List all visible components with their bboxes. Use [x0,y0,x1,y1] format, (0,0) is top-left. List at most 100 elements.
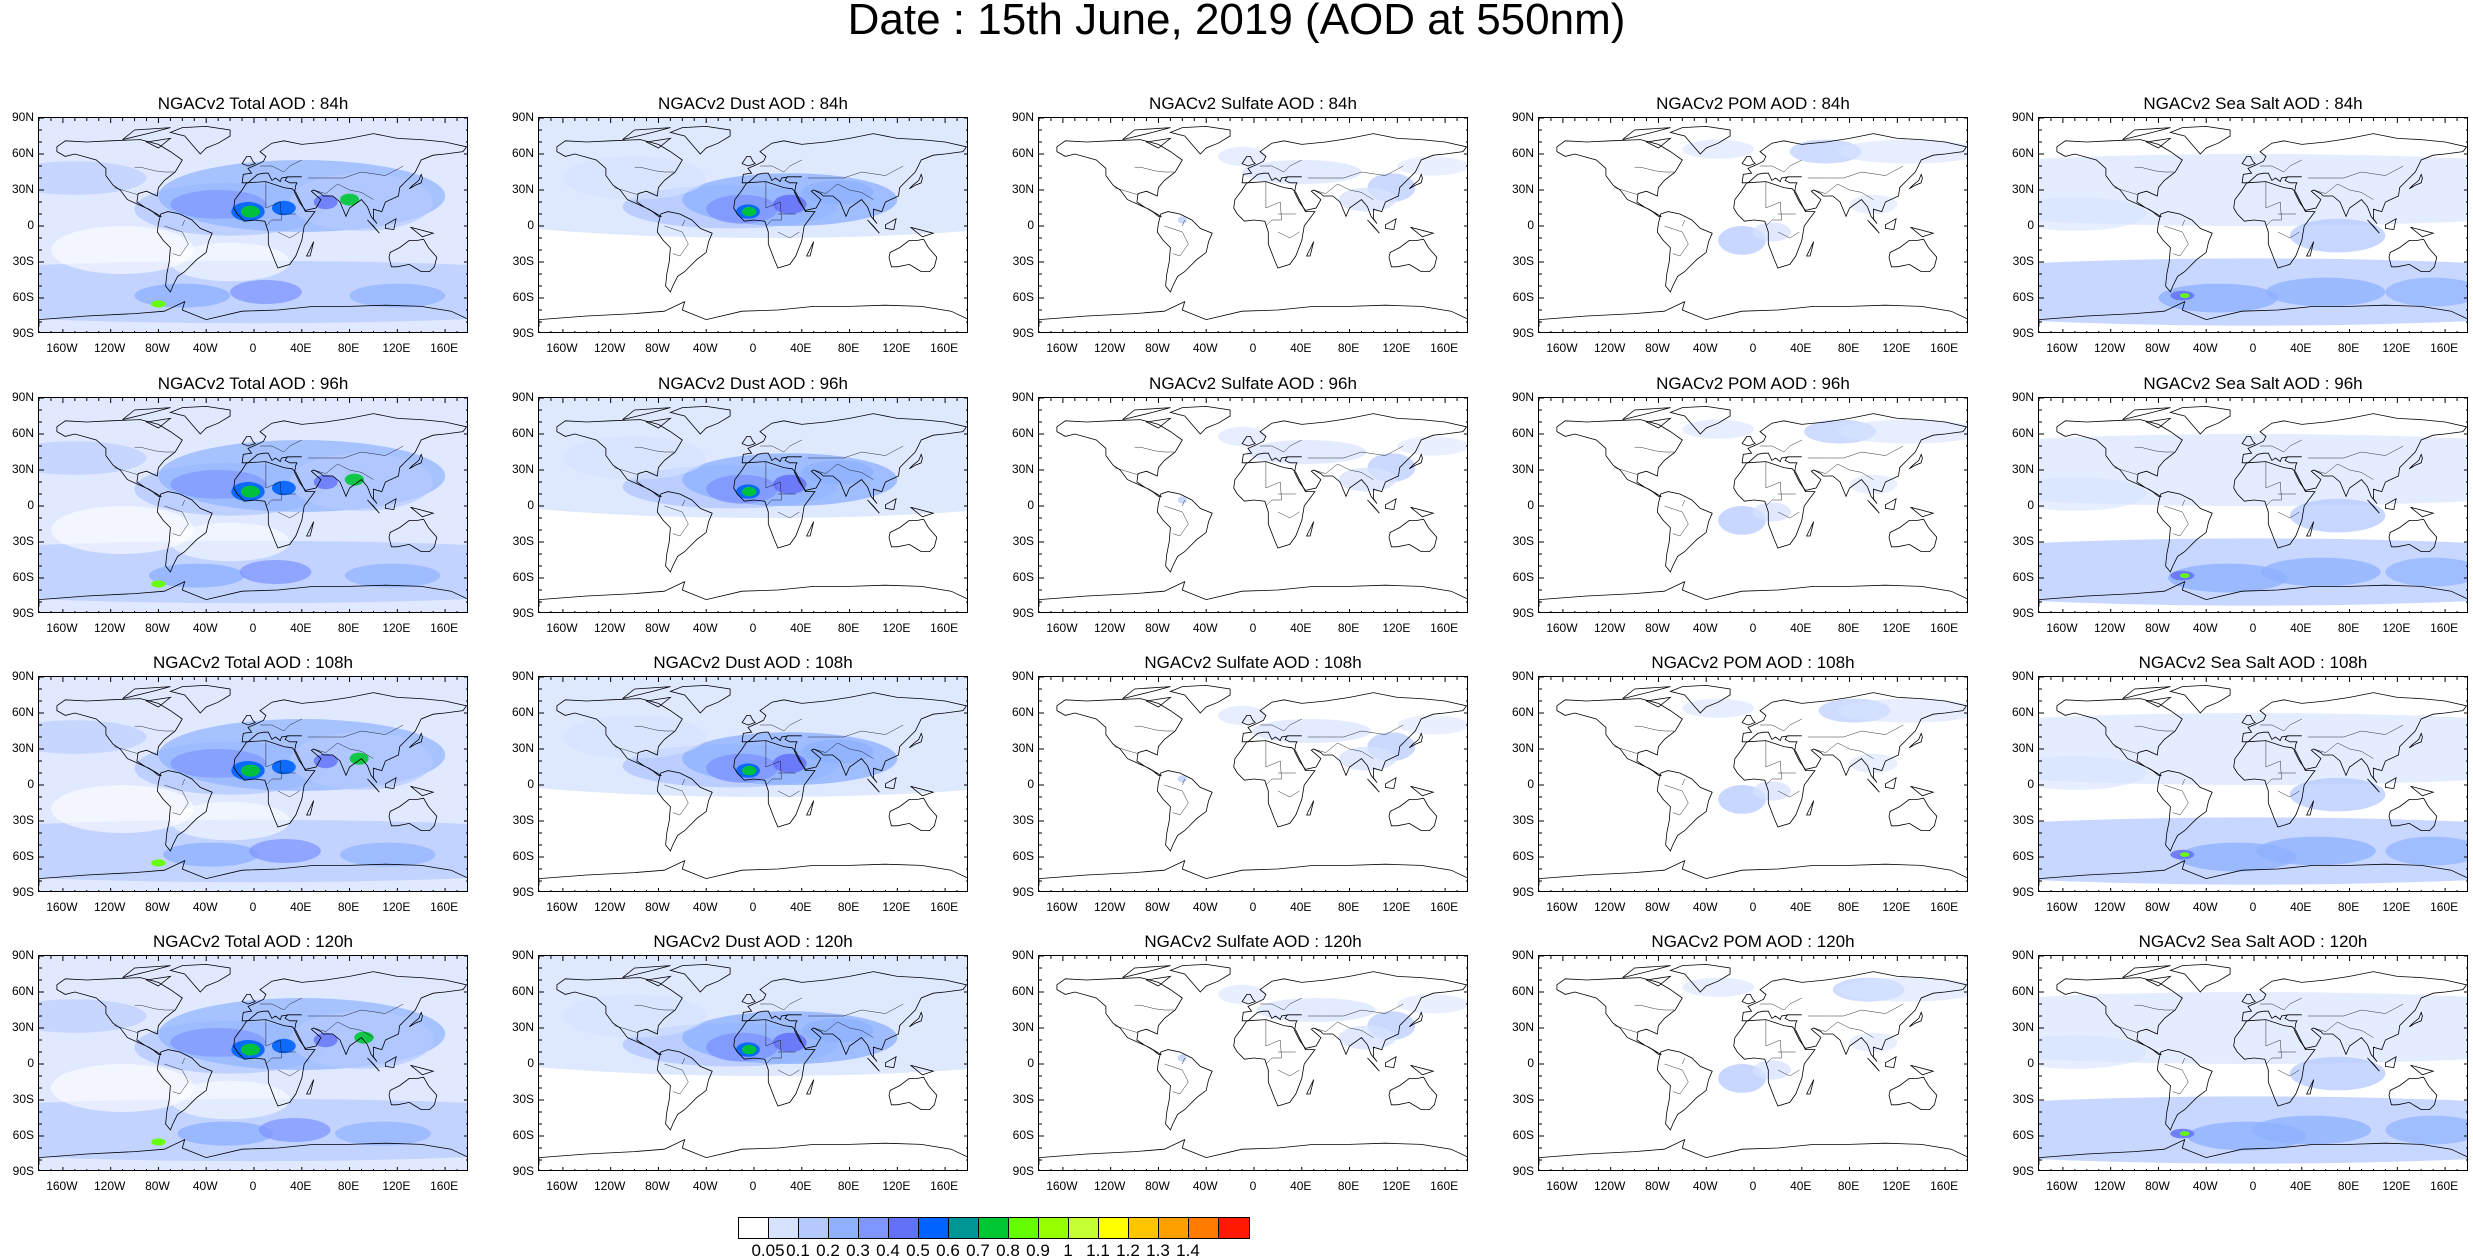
lon-tick-label: 80W [1645,1179,1670,1193]
coastline [2409,732,2423,749]
antarctica-coastline [2039,859,2467,886]
colorbar-label: 0.2 [816,1241,840,1260]
country-border [265,461,282,507]
lat-tick-label: 0 [27,498,34,512]
coastline [741,971,967,1062]
lon-tick-label: 120W [1593,900,1626,914]
coastline [888,797,938,832]
lon-tick-label: 40W [1692,1179,1718,1193]
lat-tick-label: 60S [1512,849,1534,863]
coastline [2241,692,2467,783]
lat-tick-label: 90N [512,390,535,404]
country-border [682,219,685,227]
country-border [114,467,139,475]
lon-tick-label: 80W [1645,621,1670,635]
lat-tick-label: 0 [1527,218,1534,232]
country-border [1777,511,1800,519]
colorbar-swatch [1219,1218,1249,1238]
coastline [1241,133,1467,224]
antarctica-coastline [2039,1138,2467,1165]
coastline [909,732,923,749]
country-border [277,511,300,519]
coastline [884,498,897,511]
lon-tick-label: 160E [2430,900,2459,914]
lon-tick-label: 0 [1749,621,1757,635]
lon-tick-label: 80E [337,341,360,355]
country-border [164,784,189,816]
lon-tick-label: 40W [692,621,718,635]
lon-tick-label: 160W [1546,341,1578,355]
lon-tick-label: 40E [790,621,812,635]
lon-tick-label: 0 [749,341,757,355]
coastline [169,125,231,155]
map-panel [2038,397,2468,613]
lon-tick-label: 120W [2093,1179,2126,1193]
lon-tick-label: 120E [2382,900,2411,914]
lon-tick-label: 80W [2145,900,2170,914]
country-border [1134,726,1174,732]
lon-tick-label: 160E [930,1179,959,1193]
lon-tick-label: 120E [1382,621,1411,635]
coastline [1556,139,1683,217]
coastline [669,405,731,435]
lon-tick-label: 160E [930,900,959,914]
coastline [305,521,315,537]
country-border [134,1005,174,1011]
lat-tick-label: 60S [1512,290,1534,304]
coastline [741,413,967,504]
country-border [807,1003,904,1017]
lon-tick-label: 40E [1290,1179,1312,1193]
country-border [1260,159,1302,173]
coastline [1888,1076,1938,1111]
antarctica-coastline [1539,300,1967,327]
lat-tick-label: 60N [1512,146,1535,160]
lat-tick-label: 90N [2012,669,2035,683]
colorbar-label: 0.1 [786,1241,810,1260]
lon-tick-label: 160E [1930,621,1959,635]
colorbar-label: 0.6 [936,1241,960,1260]
country-border [2260,439,2302,453]
coastline [2156,1049,2213,1131]
lon-tick-label: 120E [882,341,911,355]
country-border [114,1025,139,1033]
map-panel [538,397,968,613]
lon-tick-label: 80W [145,1179,170,1193]
aod-map [1039,118,1467,332]
map-panel [38,397,468,613]
coastline [388,238,438,273]
coastline [2241,413,2467,504]
coastline [741,133,967,224]
aod-map [1539,118,1967,332]
lat-tick-label: 90S [512,885,534,899]
country-border [1260,997,1302,1011]
coastline [1122,965,1171,978]
antarctica-coastline [539,580,967,607]
coastline [1122,686,1171,699]
aod-map [2039,398,2467,612]
coastline [1145,417,1172,429]
coastline [2388,238,2438,273]
country-border [664,1063,689,1095]
lat-tick-label: 90N [1012,948,1035,962]
country-border [1134,447,1174,453]
lat-tick-label: 90N [2012,390,2035,404]
country-border [1634,167,1674,173]
coastline [145,137,172,149]
country-border [265,181,282,227]
aod-map [2039,677,2467,891]
aod-map [39,677,467,891]
country-border [307,724,404,738]
coastline [233,461,316,549]
coastline [1669,125,1731,155]
lon-tick-label: 80W [1145,341,1170,355]
colorbar-label: 0.3 [846,1241,870,1260]
lon-tick-label: 0 [1249,900,1257,914]
lon-tick-label: 40W [1192,900,1218,914]
lat-tick-label: 60S [1512,570,1534,584]
country-border [265,1019,282,1065]
country-border [614,746,639,754]
coastline [2409,453,2423,470]
colorbar-swatch [1189,1218,1219,1238]
country-border [777,231,800,239]
lon-tick-label: 120W [2093,621,2126,635]
